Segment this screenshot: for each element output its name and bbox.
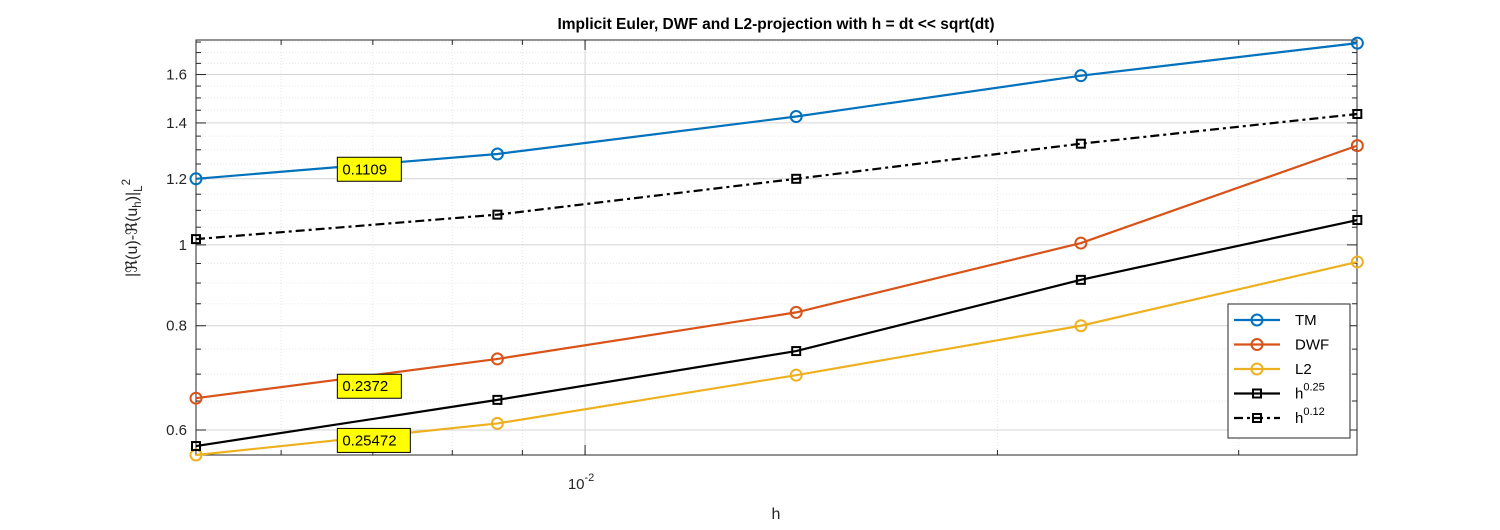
annotation-box: 0.2372 [336,373,402,399]
y-tick-label: 1.4 [166,115,187,132]
x-axis-label: h [772,506,781,523]
data-point [492,209,503,220]
legend-label: DWF [1295,337,1329,354]
data-point [1352,108,1363,119]
y-axis-label-mid: )| [124,192,141,201]
y-tick-label: 1.6 [166,67,187,84]
annotation-box: 0.1109 [336,156,402,182]
legend-item: L2 [1234,361,1312,378]
annotation-box: 0.25472 [336,427,411,453]
series-4 [191,108,1363,245]
data-point [490,147,504,161]
legend-box [1227,303,1351,439]
legend-marker [1250,338,1264,351]
axes-box [195,39,1358,456]
legend: TM DWF L2 h0.25 h0.12 [1227,303,1351,439]
legend-item: h0.12 [1234,406,1325,427]
legend-item: h0.25 [1234,382,1325,403]
legend-label: h0.12 [1295,406,1325,427]
y-tick-label: 1.2 [166,171,187,188]
y-axis-label-sup-2: 2 [121,179,133,185]
data-point [1074,69,1088,83]
annotation-background [336,373,402,399]
y-axis-label-main: |ℜ(u)-ℜ(u [124,208,141,277]
data-point [789,305,803,319]
annotation-background [336,427,411,453]
annotation-label: 0.2372 [342,378,388,395]
legend-marker [1252,413,1262,423]
series-1 [189,139,1364,405]
y-tick-label: 0.6 [166,422,187,439]
data-point [1074,319,1088,333]
data-point [789,110,803,124]
legend-marker [1250,362,1264,376]
data-point [1075,274,1086,285]
annotation-label: 0.25472 [342,432,396,449]
data-point [1352,215,1363,226]
y-axis-label-sub-h: h [132,201,144,207]
chart-title: Implicit Euler, DWF and L2-projection wi… [557,16,994,33]
data-point [492,394,503,405]
data-point [1075,138,1086,149]
annotations: 0.1109 0.2372 0.25472 [336,156,411,453]
series-line [195,218,1358,448]
series-3 [191,215,1363,452]
data-point [1350,255,1364,269]
y-tick-label: 1 [179,237,187,254]
legend-label: h0.25 [1295,382,1325,403]
series-line [195,144,1358,400]
y-axis-label-sub-l: L [133,185,145,192]
axes: 10-2 0.6 0.8 1 1.2 1.4 1.6 [166,39,1358,493]
data-point [191,234,201,245]
y-axis-label: |ℜ(u)-ℜ(uh)|L2 [121,179,145,277]
legend-marker [1250,313,1264,327]
data-point [791,346,802,357]
y-tick-label: 0.8 [166,318,187,335]
annotation-background [336,156,402,182]
data-point [490,352,504,366]
data-point [189,172,203,186]
x-tick-label: 10-2 [568,472,594,493]
data-point [1350,36,1364,50]
legend-item: DWF [1234,337,1329,354]
legend-label: TM [1295,312,1317,329]
data-point [1074,236,1088,250]
data-point [791,173,802,184]
data-point [490,416,504,430]
data-point [789,368,803,382]
annotation-label: 0.1109 [342,161,387,178]
legend-item: TM [1234,312,1317,329]
data-point [1350,139,1364,153]
data-point [189,391,203,405]
legend-label: L2 [1295,361,1312,378]
legend-marker [1252,388,1262,399]
data-point [191,441,201,452]
series-line [195,112,1358,241]
